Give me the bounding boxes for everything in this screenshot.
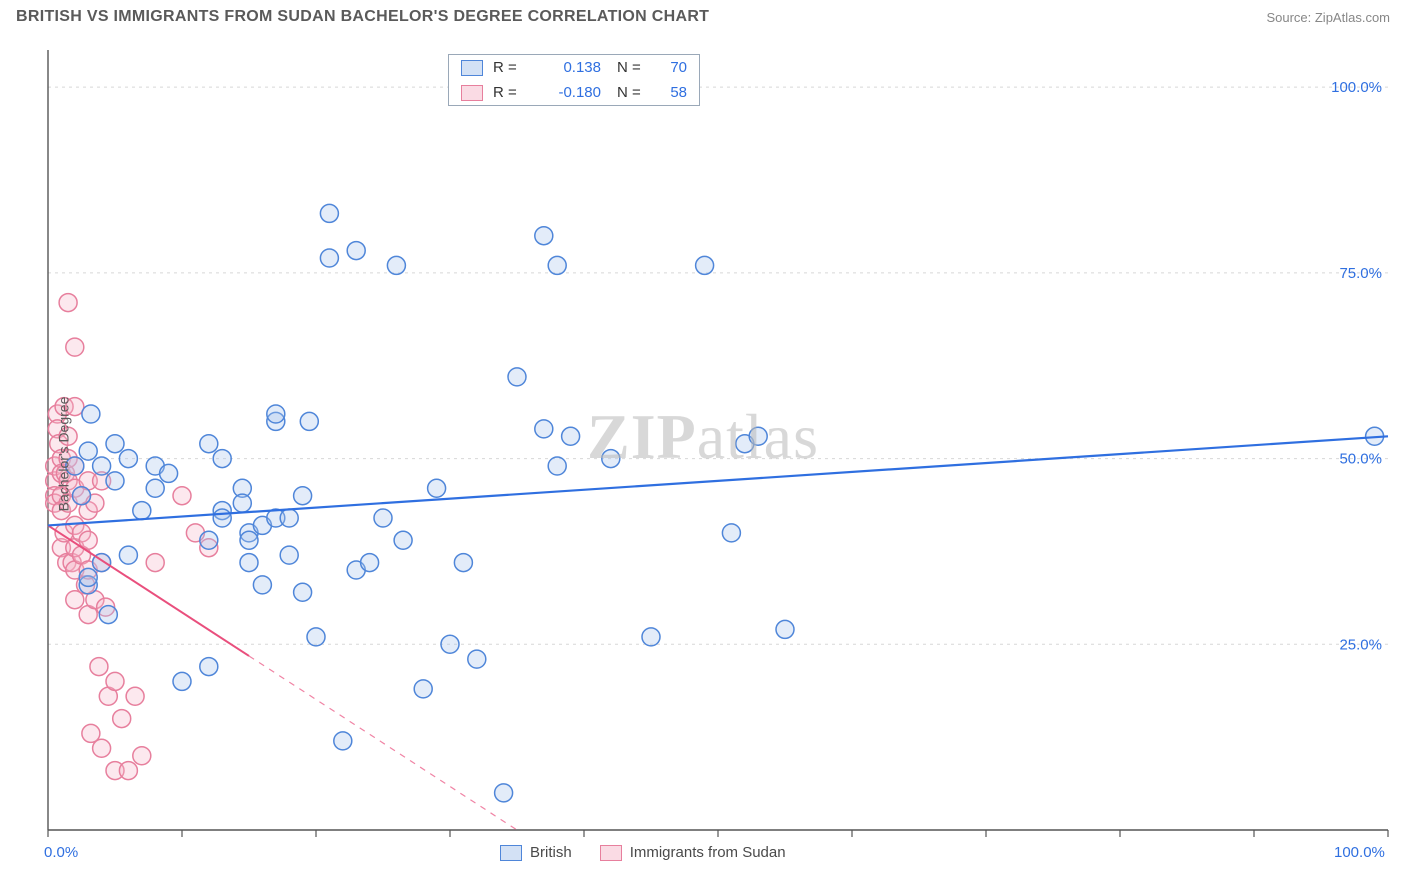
svg-text:25.0%: 25.0%: [1339, 636, 1382, 653]
source-label: Source: ZipAtlas.com: [1266, 10, 1390, 25]
legend-series-label: British: [530, 844, 572, 861]
svg-text:75.0%: 75.0%: [1339, 265, 1382, 282]
r-label: R =: [493, 84, 529, 101]
r-value: -0.180: [539, 84, 601, 101]
scatter-plot: 25.0% 50.0% 75.0% 100.0%: [0, 30, 1406, 878]
y-axis-label: Bachelor's Degree: [55, 397, 71, 512]
r-label: R =: [493, 59, 529, 76]
legend-row: R = -0.180 N = 58: [449, 80, 699, 105]
x-tick-start: 0.0%: [44, 844, 78, 861]
svg-text:50.0%: 50.0%: [1339, 451, 1382, 468]
r-value: 0.138: [539, 59, 601, 76]
svg-text:100.0%: 100.0%: [1331, 79, 1382, 96]
legend-series-item: Immigrants from Sudan: [600, 844, 786, 861]
chart-title: BRITISH VS IMMIGRANTS FROM SUDAN BACHELO…: [16, 8, 709, 26]
chart-container: Bachelor's Degree ZIPatlas 25.0%50.0%75.…: [0, 30, 1406, 878]
n-label: N =: [611, 59, 647, 76]
legend-swatch: [600, 845, 622, 861]
legend-row: R = 0.138 N = 70: [449, 55, 699, 80]
title-bar: BRITISH VS IMMIGRANTS FROM SUDAN BACHELO…: [0, 0, 1406, 30]
legend-series: British Immigrants from Sudan: [500, 844, 786, 861]
n-value: 70: [657, 59, 687, 76]
legend-swatch: [500, 845, 522, 861]
legend-series-label: Immigrants from Sudan: [630, 844, 786, 861]
n-value: 58: [657, 84, 687, 101]
legend-correlation: R = 0.138 N = 70 R = -0.180 N = 58: [448, 54, 700, 106]
legend-swatch: [461, 85, 483, 101]
n-label: N =: [611, 84, 647, 101]
legend-swatch: [461, 60, 483, 76]
x-tick-end: 100.0%: [1334, 844, 1385, 861]
legend-series-item: British: [500, 844, 572, 861]
